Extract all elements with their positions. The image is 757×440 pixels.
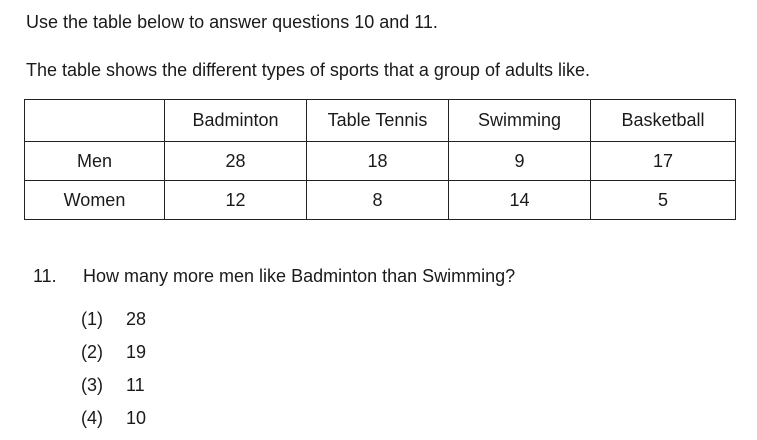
- table-row: Men 28 18 9 17: [24, 141, 736, 181]
- table-row: Women 12 8 14 5: [24, 180, 736, 220]
- table-cell: 18: [306, 141, 449, 181]
- row-label: Men: [24, 141, 165, 181]
- table-cell: 8: [306, 180, 449, 220]
- table-header-cell: Table Tennis: [306, 99, 449, 142]
- table-header-cell: [24, 99, 165, 142]
- answer-option: (3) 11: [81, 374, 146, 407]
- answer-options: (1) 28 (2) 19 (3) 11 (4) 10: [81, 308, 146, 440]
- option-value: 11: [126, 375, 145, 395]
- answer-option: (2) 19: [81, 341, 146, 374]
- table-header-cell: Basketball: [590, 99, 736, 142]
- table-header-row: Badminton Table Tennis Swimming Basketba…: [24, 99, 736, 142]
- option-value: 19: [126, 342, 147, 362]
- table-cell: 5: [590, 180, 736, 220]
- option-label: (2): [81, 342, 103, 362]
- option-label: (4): [81, 408, 103, 428]
- option-value: 10: [126, 408, 147, 428]
- table-header-cell: Badminton: [164, 99, 307, 142]
- option-label: (1): [81, 309, 103, 329]
- option-value: 28: [126, 309, 147, 329]
- instruction-text: Use the table below to answer questions …: [26, 12, 438, 32]
- sports-table: Badminton Table Tennis Swimming Basketba…: [24, 99, 736, 220]
- row-label: Women: [24, 180, 165, 220]
- table-cell: 14: [448, 180, 591, 220]
- table-cell: 9: [448, 141, 591, 181]
- table-description: The table shows the different types of s…: [26, 60, 590, 80]
- table-cell: 28: [164, 141, 307, 181]
- answer-option: (4) 10: [81, 407, 146, 440]
- question-number: 11.: [33, 266, 57, 286]
- answer-option: (1) 28: [81, 308, 146, 341]
- table-cell: 12: [164, 180, 307, 220]
- question: 11. How many more men like Badminton than…: [33, 265, 515, 287]
- question-text: How many more men like Badminton than Sw…: [83, 266, 516, 286]
- table-header-cell: Swimming: [448, 99, 591, 142]
- table-cell: 17: [590, 141, 736, 181]
- option-label: (3): [81, 375, 103, 395]
